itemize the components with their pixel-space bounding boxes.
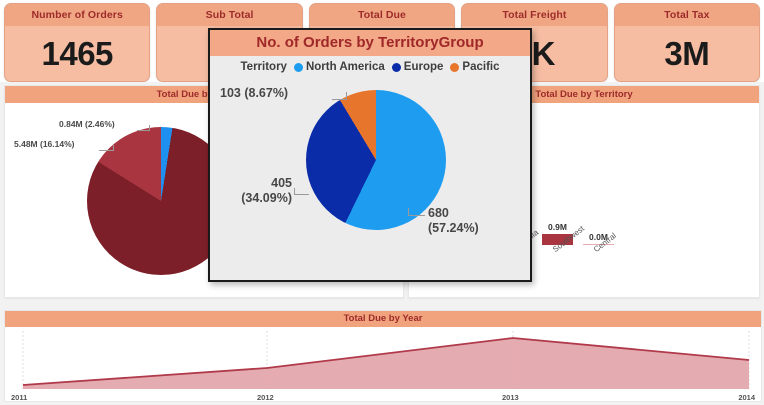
product-pie-label-second-slice: 5.48M (16.14%) (14, 139, 75, 149)
leader-line (99, 145, 114, 151)
bar-southwest[interactable] (542, 234, 573, 245)
kpi-title: Total Freight (462, 4, 607, 26)
product-pie-label-small-slice: 0.84M (2.46%) (59, 119, 115, 129)
kpi-title: Sub Total (157, 4, 302, 26)
leader-line (294, 188, 309, 195)
legend-swatch-icon (450, 62, 460, 72)
kpi-title: Total Tax (614, 4, 760, 26)
axis-label-2013: 2013 (502, 393, 519, 402)
kpi-title: Total Due (309, 4, 455, 26)
popup-pie-slices (306, 90, 446, 230)
legend-title: Territory (240, 61, 287, 73)
legend-item-europe[interactable]: Europe (391, 61, 444, 73)
popup-label-europe: 405 (34.09%) (212, 176, 292, 207)
kpi-value: 3M (664, 34, 710, 72)
axis-label-2014: 2014 (738, 393, 755, 402)
legend-label: Pacific (462, 61, 500, 73)
legend-label: Europe (403, 61, 444, 73)
legend-label: North America (305, 61, 385, 73)
popup-title: No. of Orders by TerritoryGroup (210, 30, 530, 56)
bar-column[interactable]: 0.0M (583, 117, 614, 245)
popup-legend: Territory North America Europe Pacific (210, 56, 530, 78)
popup-label-north-america-percent: (57.24%) (428, 221, 479, 236)
popup-label-north-america-value: 680 (428, 206, 449, 220)
legend-item-pacific[interactable]: Pacific (450, 61, 499, 73)
axis-tick: Central (583, 231, 618, 297)
popup-label-pacific: 103 (8.67%) (220, 86, 289, 100)
panel-title: Total Due by Year (5, 311, 761, 327)
bar-column[interactable]: 0.9M (542, 117, 573, 245)
legend-swatch-icon (293, 62, 303, 72)
legend-swatch-icon (391, 62, 401, 72)
bar-central[interactable] (583, 244, 614, 245)
area-chart-svg (22, 331, 750, 389)
year-panel-inner: Total Due by Year 2011 2012 2013 2014 (4, 310, 762, 402)
year-area-chart[interactable]: 2011 2012 2013 2014 (5, 327, 761, 402)
leader-line (137, 125, 150, 131)
leader-line (408, 208, 425, 216)
kpi-card-number-of-orders[interactable]: Number of Orders 1465 (4, 3, 151, 82)
popup-pie-chart[interactable]: 103 (8.67%) 405 (34.09%) 680 (57.24%) (210, 78, 530, 280)
popup-label-north-america: 680 (57.24%) (428, 206, 479, 237)
panel-total-due-by-year[interactable]: Total Due by Year 2011 2012 2013 2014 (0, 306, 764, 405)
axis-label-2012: 2012 (257, 393, 274, 402)
popup-label-europe-value: 405 (271, 176, 292, 190)
popup-label-europe-percent: (34.09%) (241, 191, 292, 206)
leader-line (332, 92, 347, 100)
bar-value-label: 0.9M (548, 222, 567, 232)
axis-tick: Southwest (542, 224, 586, 297)
axis-label-2011: 2011 (11, 393, 28, 402)
legend-item-north-america[interactable]: North America (293, 61, 385, 73)
bar-value-label: 0.0M (589, 232, 608, 242)
kpi-value: 1465 (41, 34, 113, 72)
tooltip-popup-orders-by-territorygroup[interactable]: No. of Orders by TerritoryGroup Territor… (208, 28, 532, 282)
kpi-title: Number of Orders (5, 4, 150, 26)
kpi-card-total-tax[interactable]: Total Tax 3M (613, 3, 761, 82)
